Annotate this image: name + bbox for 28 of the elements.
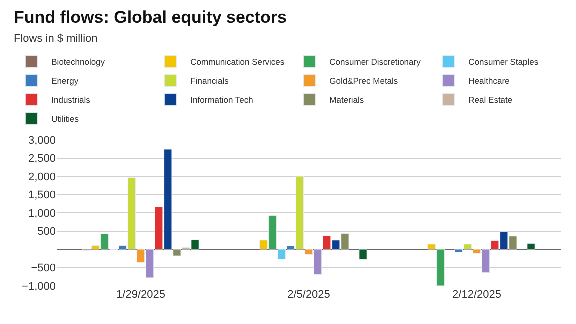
y-tick-label: 3,000 (28, 134, 56, 147)
x-tick-label: 1/29/2025 (116, 289, 166, 301)
bar (359, 249, 368, 260)
legend-label: Communication Services (190, 57, 285, 68)
y-tick-label: 2,500 (28, 153, 56, 166)
legend-label: Utilities (52, 114, 80, 124)
legend-label: Consumer Staples (468, 57, 539, 68)
legend-label: Industrials (52, 95, 90, 106)
y-tick-label: 1,000 (28, 208, 56, 220)
bar (527, 243, 536, 250)
legend-label: Healthcare (468, 76, 510, 86)
x-tick-label: 2/12/2025 (452, 289, 502, 301)
legend-label: Materials (330, 95, 364, 106)
legend-label: Biotechnology (52, 57, 106, 68)
legend-label: Information Tech (190, 95, 254, 106)
chart-title: Fund flows: Global equity sectors (14, 8, 287, 27)
legend-label: Real Estate (468, 95, 513, 106)
y-tick-label: −500 (31, 262, 56, 275)
chart-subtitle: Flows in $ million (14, 33, 98, 45)
legend-label: Financials (190, 76, 229, 86)
y-tick-label: 2,000 (28, 171, 56, 184)
y-tick-label: 500 (38, 226, 56, 238)
y-tick-label: −1,000 (22, 280, 56, 293)
legend-label: Consumer Discretionary (330, 57, 422, 68)
x-tick-label: 2/5/2025 (288, 289, 330, 301)
legend-label: Energy (52, 76, 80, 86)
y-tick-label: 1,500 (28, 190, 56, 202)
legend-label: Gold&Prec Metals (330, 76, 398, 86)
